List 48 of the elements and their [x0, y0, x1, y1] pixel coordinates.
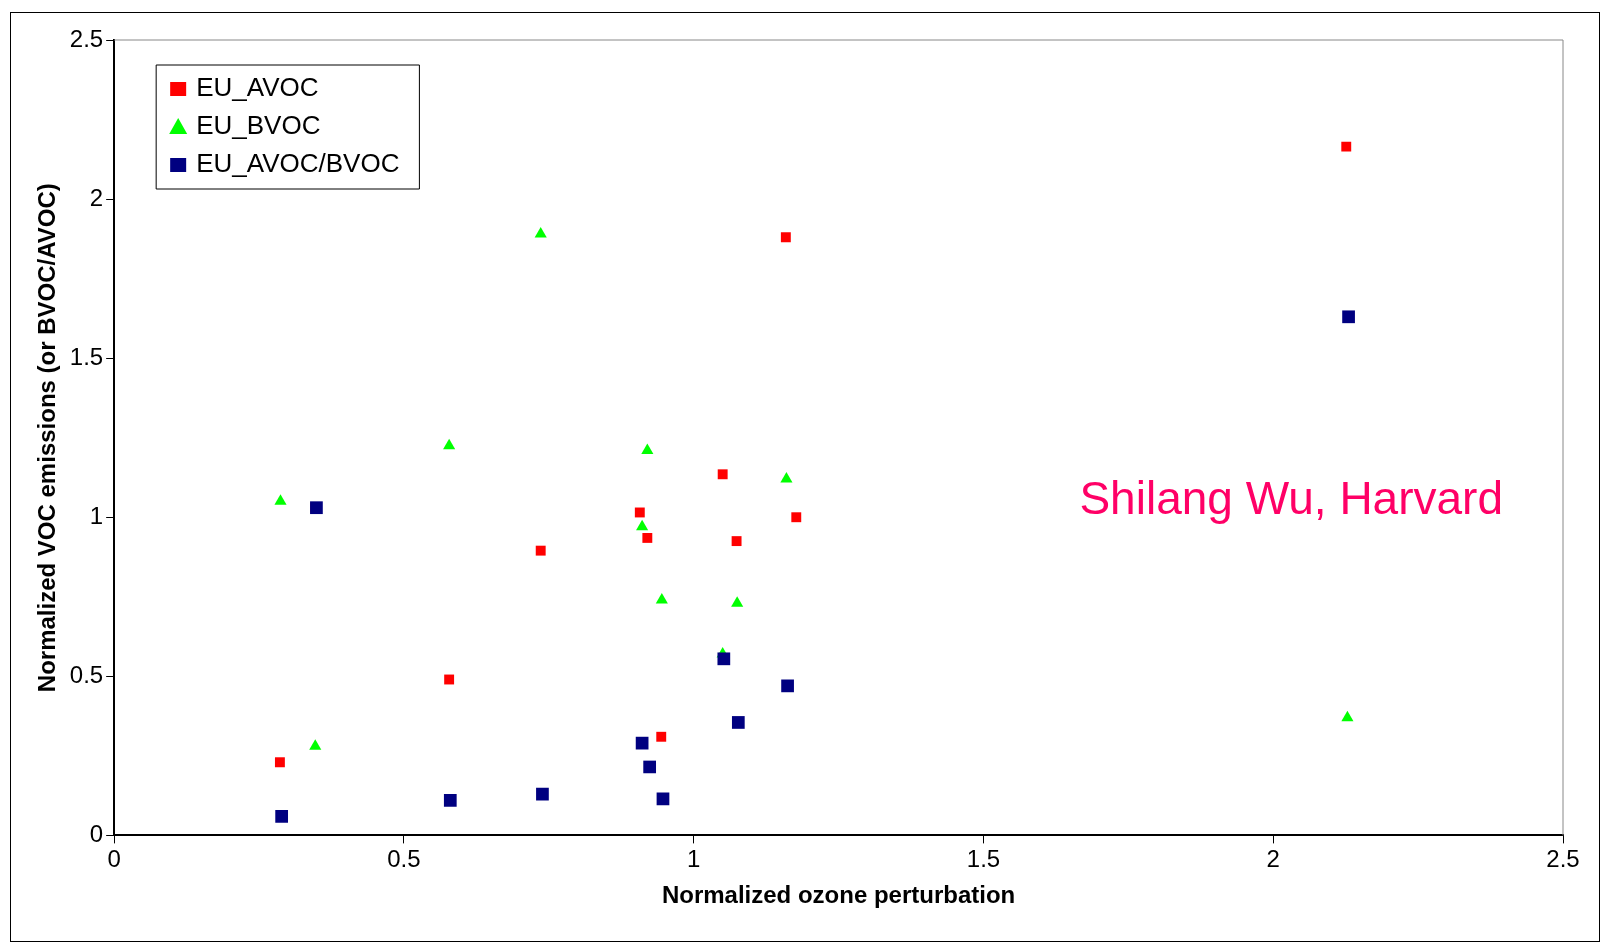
- point: [309, 739, 322, 750]
- x-axis-title: Normalized ozone perturbation: [661, 881, 1016, 909]
- point: [536, 787, 549, 801]
- point: [656, 792, 670, 806]
- point: [655, 592, 668, 604]
- y-tick-label: 1.5: [69, 342, 104, 370]
- x-tick-label: 2.5: [1546, 845, 1580, 873]
- x-tick-label: 1: [687, 845, 701, 873]
- point: [780, 232, 791, 243]
- y-tick-label: 2: [89, 183, 104, 211]
- point: [791, 512, 802, 523]
- y-tick-label: 2.5: [69, 24, 104, 52]
- x-tick-label: 0: [107, 845, 121, 873]
- point: [443, 438, 456, 450]
- legend-label: EU_BVOC: [196, 110, 321, 141]
- point: [274, 757, 285, 768]
- x-tick-label: 1.5: [966, 845, 1001, 873]
- point: [275, 809, 289, 823]
- point: [717, 652, 731, 666]
- x-tick-label: 0.5: [387, 845, 421, 873]
- x-tick-label: 2: [1266, 845, 1280, 873]
- annotation: Shilang Wu, Harvard: [1079, 472, 1503, 525]
- point: [731, 536, 742, 547]
- point: [717, 469, 728, 480]
- point: [1342, 310, 1355, 324]
- point: [1341, 141, 1352, 152]
- point: [781, 679, 794, 693]
- point: [274, 494, 287, 505]
- point: [731, 596, 744, 607]
- point: [444, 674, 455, 685]
- point: [636, 519, 649, 531]
- point: [443, 794, 457, 807]
- point: [780, 472, 793, 483]
- point: [1341, 710, 1354, 722]
- y-tick-label: 0: [89, 820, 104, 848]
- point: [642, 532, 653, 543]
- point: [535, 545, 546, 556]
- point: [634, 507, 645, 518]
- legend-label: EU_AVOC/BVOC: [196, 148, 400, 179]
- y-tick-label: 1: [89, 501, 104, 529]
- point: [731, 716, 745, 729]
- y-tick-label: 0.5: [69, 660, 104, 688]
- legend-label: EU_AVOC: [196, 72, 319, 103]
- point: [656, 731, 667, 742]
- point: [643, 760, 657, 774]
- point: [641, 443, 654, 454]
- y-axis-title: Normalized VOC emissions (or BVOC/AVOC): [33, 183, 61, 693]
- point: [534, 227, 547, 238]
